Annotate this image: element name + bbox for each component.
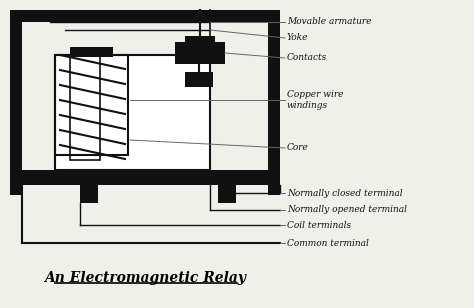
Bar bbox=[55, 55, 210, 170]
Bar bbox=[70, 55, 100, 160]
Text: Coil terminals: Coil terminals bbox=[287, 221, 351, 229]
Bar bbox=[185, 36, 215, 46]
Bar bbox=[10, 170, 280, 185]
Bar bbox=[175, 42, 225, 64]
Text: An Electromagnetic Relay: An Electromagnetic Relay bbox=[44, 271, 246, 285]
Text: Core: Core bbox=[287, 144, 309, 152]
Bar bbox=[10, 10, 22, 195]
Text: Normally opened terminal: Normally opened terminal bbox=[287, 205, 407, 214]
Bar bbox=[55, 55, 128, 155]
Text: Common terminal: Common terminal bbox=[287, 238, 369, 248]
Text: Copper wire
windings: Copper wire windings bbox=[287, 90, 344, 110]
Bar bbox=[70, 47, 113, 57]
Bar bbox=[218, 183, 236, 203]
Bar bbox=[268, 10, 280, 195]
Bar bbox=[10, 10, 280, 22]
Text: Normally closed terminal: Normally closed terminal bbox=[287, 188, 402, 197]
Bar bbox=[185, 72, 213, 87]
Text: Yoke: Yoke bbox=[287, 34, 309, 43]
Text: Movable armature: Movable armature bbox=[287, 18, 372, 26]
Bar bbox=[80, 183, 98, 203]
Text: Contacts: Contacts bbox=[287, 54, 327, 63]
